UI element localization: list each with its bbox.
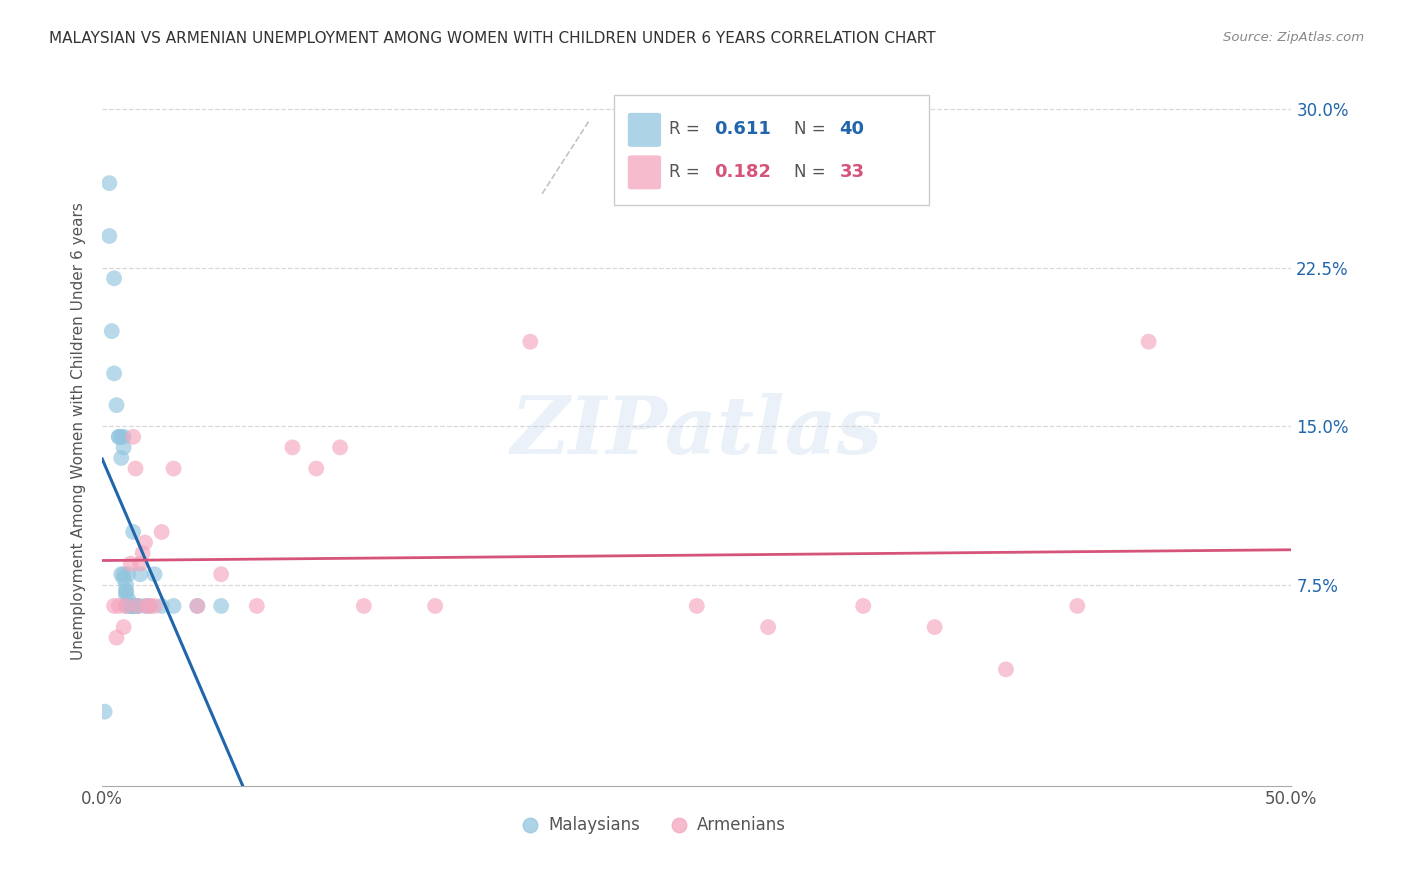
Point [129, 567, 152, 582]
Point [124, 599, 146, 613]
Text: Malaysians: Malaysians [548, 815, 640, 833]
Point [98, 229, 121, 244]
Point [686, 599, 709, 613]
Text: 0.182: 0.182 [714, 162, 772, 180]
Point [1137, 334, 1160, 349]
Point [110, 430, 132, 444]
Point [115, 578, 138, 592]
Point [131, 546, 153, 560]
Point [994, 662, 1017, 676]
Point [112, 567, 135, 582]
Point [112, 571, 135, 585]
Point [117, 592, 139, 607]
Point [112, 620, 135, 634]
Point [120, 599, 142, 613]
Text: 33: 33 [839, 162, 865, 180]
Point [120, 599, 142, 613]
Point [108, 430, 131, 444]
Point [115, 584, 138, 599]
Point [105, 631, 128, 645]
Point [186, 599, 208, 613]
Point [103, 367, 125, 381]
Point [852, 599, 875, 613]
Point [115, 599, 138, 613]
Point [924, 620, 946, 634]
Point [127, 599, 149, 613]
Point [127, 599, 149, 613]
Point [162, 461, 184, 475]
Point [108, 599, 131, 613]
Point [103, 599, 125, 613]
Point [209, 567, 232, 582]
Point [948, 853, 970, 867]
Point [120, 599, 142, 613]
Text: 40: 40 [839, 120, 865, 138]
FancyBboxPatch shape [628, 113, 661, 147]
Point [162, 599, 184, 613]
Point [105, 398, 128, 412]
Point [112, 441, 135, 455]
Point [353, 599, 375, 613]
Point [115, 584, 138, 599]
Point [139, 599, 162, 613]
Point [122, 524, 145, 539]
Point [98, 176, 121, 190]
Point [1244, 853, 1267, 867]
Point [136, 599, 159, 613]
Point [124, 461, 146, 475]
Point [110, 450, 132, 465]
Text: MALAYSIAN VS ARMENIAN UNEMPLOYMENT AMONG WOMEN WITH CHILDREN UNDER 6 YEARS CORRE: MALAYSIAN VS ARMENIAN UNEMPLOYMENT AMONG… [49, 31, 936, 46]
Point [115, 599, 138, 613]
Point [209, 599, 232, 613]
Text: Armenians: Armenians [697, 815, 786, 833]
Point [127, 599, 149, 613]
Y-axis label: Unemployment Among Women with Children Under 6 years: Unemployment Among Women with Children U… [72, 202, 86, 660]
Point [756, 620, 779, 634]
Point [329, 441, 352, 455]
Point [129, 557, 152, 571]
Point [120, 557, 142, 571]
Point [122, 430, 145, 444]
Point [108, 430, 131, 444]
Point [115, 588, 138, 602]
Text: N =: N = [794, 120, 831, 138]
Point [143, 567, 166, 582]
Point [93, 705, 115, 719]
Point [134, 599, 156, 613]
Text: R =: R = [669, 120, 706, 138]
Point [124, 599, 146, 613]
FancyBboxPatch shape [613, 95, 928, 205]
Point [246, 599, 269, 613]
Text: N =: N = [794, 162, 831, 180]
Text: R =: R = [669, 162, 706, 180]
Point [150, 524, 173, 539]
Point [186, 599, 208, 613]
Point [134, 535, 156, 549]
Point [103, 271, 125, 285]
Point [100, 324, 122, 338]
Point [305, 461, 328, 475]
Text: Source: ZipAtlas.com: Source: ZipAtlas.com [1223, 31, 1364, 45]
Point [122, 599, 145, 613]
Point [1066, 599, 1088, 613]
Point [425, 599, 447, 613]
Point [519, 334, 541, 349]
Point [110, 567, 132, 582]
FancyBboxPatch shape [628, 155, 661, 189]
Point [150, 599, 173, 613]
Point [112, 430, 135, 444]
Point [281, 441, 304, 455]
Text: 0.611: 0.611 [714, 120, 772, 138]
Text: ZIPatlas: ZIPatlas [510, 392, 883, 470]
Point [143, 599, 166, 613]
Point [117, 567, 139, 582]
Point [139, 599, 162, 613]
